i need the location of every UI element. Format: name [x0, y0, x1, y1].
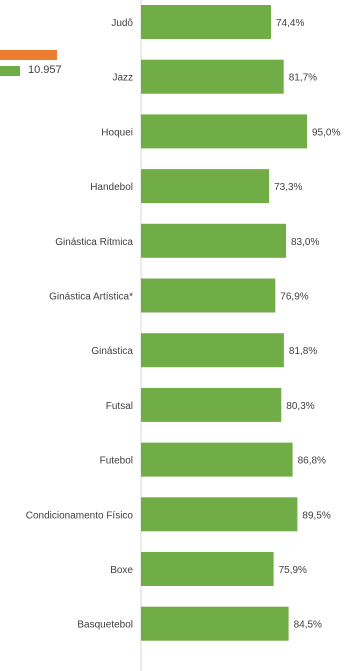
data-label: 83,0%: [291, 237, 319, 248]
category-label: Basquetebol: [77, 620, 133, 631]
legend-swatch-green: [0, 66, 20, 76]
category-label: Futsal: [106, 401, 133, 412]
bar: [141, 606, 289, 641]
category-label: Ginástica Ritmica: [55, 237, 133, 248]
bar: [141, 552, 274, 586]
category-label: Jazz: [112, 73, 133, 84]
data-label: 81,8%: [289, 346, 317, 357]
bar: [141, 59, 284, 94]
category-label: Condicionamento Físico: [26, 510, 134, 521]
data-label: 89,5%: [302, 510, 330, 521]
bar: [141, 223, 286, 258]
bar: [141, 114, 307, 149]
bar: [141, 333, 284, 368]
bar: [141, 169, 270, 204]
data-label: 84,5%: [294, 620, 322, 631]
category-label: Judô: [111, 18, 133, 29]
data-label: 95,0%: [312, 127, 340, 138]
data-label: 81,7%: [289, 73, 317, 84]
legend-label-green: 10.957: [28, 64, 62, 76]
bar: [141, 5, 271, 39]
bar: [141, 497, 298, 532]
category-label: Ginástica Artística*: [49, 292, 133, 303]
legend-swatch-orange: [0, 50, 57, 60]
data-label: 73,3%: [274, 182, 302, 193]
bar: [141, 442, 293, 477]
category-label: Ginástica: [91, 346, 133, 357]
bar: [141, 387, 282, 422]
category-label: Hoquei: [101, 127, 133, 138]
data-label: 75,9%: [279, 565, 307, 576]
data-label: 76,9%: [280, 292, 308, 303]
category-label: Boxe: [110, 565, 133, 576]
category-label: Futebol: [100, 456, 133, 467]
data-label: 74,4%: [276, 18, 304, 29]
bar: [141, 278, 276, 313]
category-label: Handebol: [90, 182, 133, 193]
data-label: 86,8%: [298, 456, 326, 467]
data-label: 80,3%: [286, 401, 314, 412]
